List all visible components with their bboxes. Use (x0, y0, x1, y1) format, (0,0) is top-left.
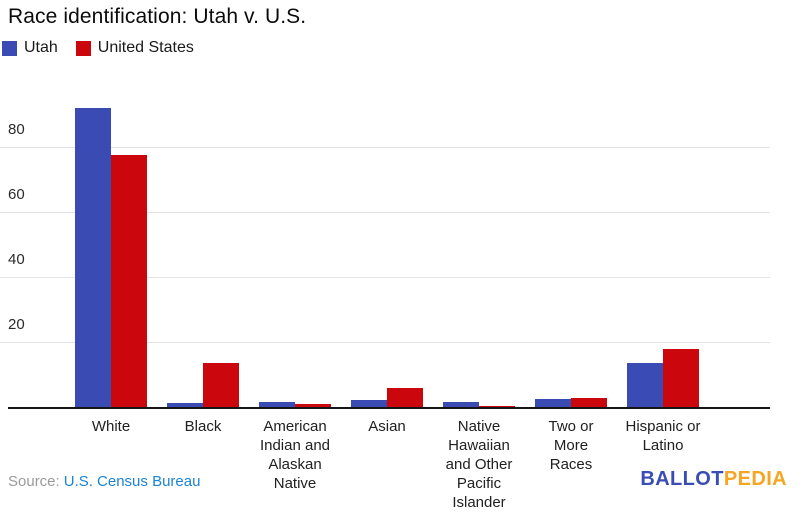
bar-utah-white (75, 108, 111, 407)
bar-us-black (203, 363, 239, 407)
x-axis-label-native-hawaiian-and-other-pacific-islander: Native Hawaiian and Other Pacific Islander (445, 418, 513, 511)
y-axis-tick-label-60: 60 (8, 186, 25, 203)
x-axis-label-black: Black (184, 418, 222, 435)
ballotpedia-logo-pedia: PEDIA (723, 468, 787, 490)
y-axis-tick-label-80: 80 (8, 121, 25, 138)
bar-us-native-hawaiian-and-other-pacific-islander (479, 406, 515, 407)
x-axis-label-hispanic-or-latino: Hispanic or Latino (625, 418, 701, 454)
chart-title: Race identification: Utah v. U.S. (8, 5, 307, 28)
source-prefix: Source: (8, 473, 60, 490)
legend-item-utah: Utah (2, 39, 58, 57)
gridline-20 (0, 342, 770, 343)
bar-utah-american-indian-and-alaskan-native (259, 401, 295, 407)
bar-us-asian (387, 388, 423, 407)
x-axis-label-american-indian-and-alaskan-native: American Indian and Alaskan Native (259, 418, 331, 492)
gridline-40 (0, 277, 770, 278)
x-axis-label-white: White (91, 418, 131, 435)
gridline-80 (0, 147, 770, 148)
legend-swatch-united-states (75, 40, 91, 56)
bar-us-white (111, 154, 147, 407)
source-line: Source: U.S. Census Bureau (8, 473, 200, 490)
bar-utah-native-hawaiian-and-other-pacific-islander (443, 402, 479, 407)
source-link[interactable]: U.S. Census Bureau (63, 473, 201, 490)
x-axis-line (8, 407, 770, 409)
ballotpedia-logo-ballot: BALLOT (640, 468, 724, 490)
x-axis-label-two-or-more-races: Two or More Races (548, 418, 594, 473)
bar-utah-black (167, 402, 203, 407)
legend-label-utah: Utah (24, 39, 58, 56)
legend-swatch-utah (2, 40, 17, 56)
legend-item-united-states: United States (75, 39, 194, 57)
gridline-60 (0, 212, 770, 213)
y-axis-tick-label-20: 20 (8, 316, 25, 333)
bar-us-hispanic-or-latino (663, 349, 699, 407)
x-axis-label-asian: Asian (368, 418, 406, 435)
bar-utah-two-or-more-races (535, 398, 571, 407)
bar-utah-hispanic-or-latino (627, 362, 663, 407)
bar-us-two-or-more-races (571, 398, 607, 407)
legend-label-united-states: United States (97, 39, 194, 56)
legend: Utah United States (2, 39, 194, 57)
y-axis-tick-label-40: 40 (8, 251, 25, 268)
bar-us-american-indian-and-alaskan-native (295, 403, 331, 407)
bar-utah-asian (351, 399, 387, 407)
ballotpedia-logo: BALLOTPEDIA (640, 468, 787, 491)
